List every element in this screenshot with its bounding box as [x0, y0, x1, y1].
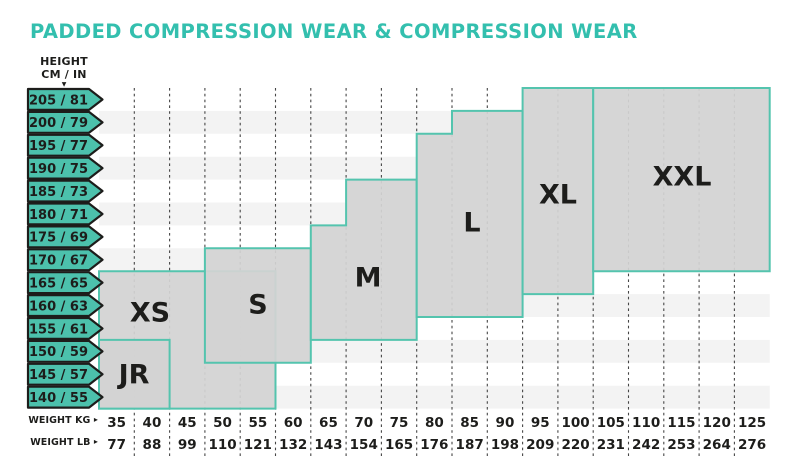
weight-lb-value: 110 — [208, 437, 236, 453]
page-title: PADDED COMPRESSION WEAR & COMPRESSION WE… — [30, 20, 638, 43]
height-tag-label: 185 / 73 — [29, 185, 88, 200]
size-region-label-m: M — [355, 263, 382, 294]
weight-kg-value: 80 — [425, 415, 444, 431]
height-tag-label: 170 / 67 — [29, 254, 88, 269]
weight-kg-value: 70 — [354, 415, 373, 431]
height-tag-label: 160 / 63 — [29, 299, 88, 314]
height-axis-unit: CM / IN — [41, 68, 87, 82]
height-tag-label: 140 / 55 — [29, 391, 88, 406]
weight-lb-value: 176 — [420, 437, 448, 453]
weight-lb-value: 143 — [314, 437, 342, 453]
height-tag — [26, 294, 104, 318]
weight-lb-value: 154 — [350, 437, 378, 453]
height-tag-label: 165 / 65 — [29, 276, 88, 291]
weight-lb-value: 231 — [597, 437, 625, 453]
weight-kg-value: 120 — [703, 415, 731, 431]
weight-kg-value: 90 — [496, 415, 515, 431]
weight-kg-value: 35 — [107, 415, 126, 431]
weight-lb-value: 165 — [385, 437, 413, 453]
height-tag — [26, 339, 104, 363]
weight-kg-value: 45 — [178, 415, 197, 431]
size-region-label-xs: XS — [130, 298, 170, 329]
weight-lb-value: 198 — [491, 437, 519, 453]
height-tag — [26, 225, 104, 249]
weight-lb-arrow-icon: ▸ — [93, 437, 98, 446]
size-region-label-l: L — [463, 208, 480, 239]
weight-kg-label: WEIGHT KG — [28, 415, 91, 426]
weight-kg-value: 100 — [561, 415, 589, 431]
height-tag — [26, 362, 104, 386]
height-tag-label: 205 / 81 — [29, 93, 88, 108]
weight-kg-value: 65 — [319, 415, 338, 431]
size-region-s — [203, 247, 312, 364]
weight-kg-value: 115 — [667, 415, 695, 431]
weight-kg-value: 105 — [597, 415, 625, 431]
weight-lb-axis-label: WEIGHT LB ▸ — [18, 437, 98, 448]
weight-kg-value: 110 — [632, 415, 660, 431]
weight-kg-value: 75 — [390, 415, 409, 431]
weight-kg-value: 60 — [284, 415, 303, 431]
height-tag — [26, 248, 104, 272]
weight-lb-value: 220 — [561, 437, 589, 453]
height-tag-label: 180 / 71 — [29, 208, 88, 223]
height-tag-label: 175 / 69 — [29, 231, 88, 246]
weight-lb-value: 121 — [244, 437, 272, 453]
size-region-label-xl: XL — [539, 180, 577, 211]
height-axis-title: HEIGHT — [40, 55, 88, 68]
weight-lb-value: 253 — [667, 437, 695, 453]
weight-lb-value: 276 — [738, 437, 766, 453]
weight-kg-value: 50 — [213, 415, 232, 431]
weight-kg-value: 95 — [531, 415, 550, 431]
height-tag — [26, 271, 104, 295]
weight-lb-value: 88 — [143, 437, 162, 453]
height-tag-label: 155 / 61 — [29, 322, 88, 337]
height-tag-label: 195 / 77 — [29, 139, 88, 154]
weight-kg-value: 85 — [460, 415, 479, 431]
height-tag — [26, 156, 104, 180]
weight-kg-value: 55 — [248, 415, 267, 431]
height-tag — [26, 133, 104, 157]
weight-kg-axis-label: WEIGHT KG ▸ — [18, 415, 98, 426]
weight-lb-value: 209 — [526, 437, 554, 453]
height-tag — [26, 316, 104, 340]
size-region-label-xxl: XXL — [653, 162, 712, 193]
weight-lb-value: 242 — [632, 437, 660, 453]
weight-lb-value: 264 — [703, 437, 731, 453]
height-tag-label: 200 / 79 — [29, 116, 88, 131]
height-tag-label: 190 / 75 — [29, 162, 88, 177]
height-axis-label: HEIGHT CM / IN ▼ — [27, 55, 101, 89]
height-tag — [26, 202, 104, 226]
weight-lb-value: 132 — [279, 437, 307, 453]
height-tag-label: 145 / 57 — [29, 368, 88, 383]
weight-lb-value: 77 — [107, 437, 126, 453]
size-region-label-jr: JR — [117, 360, 150, 391]
size-region-jr — [98, 338, 171, 410]
size-region-xxl — [592, 87, 771, 273]
size-region-xl — [521, 87, 595, 296]
height-tag — [26, 385, 104, 409]
size-region-label-s: S — [248, 290, 267, 321]
height-tag — [26, 110, 104, 134]
height-axis-pointer-icon: ▼ — [61, 81, 67, 89]
height-tag — [26, 87, 104, 111]
weight-kg-arrow-icon: ▸ — [93, 415, 98, 424]
weight-lb-value: 99 — [178, 437, 197, 453]
weight-kg-value: 40 — [143, 415, 162, 431]
height-tag-label: 150 / 59 — [29, 345, 88, 360]
height-tag — [26, 179, 104, 203]
weight-lb-value: 187 — [456, 437, 484, 453]
weight-lb-label: WEIGHT LB — [30, 437, 91, 448]
weight-kg-value: 125 — [738, 415, 766, 431]
